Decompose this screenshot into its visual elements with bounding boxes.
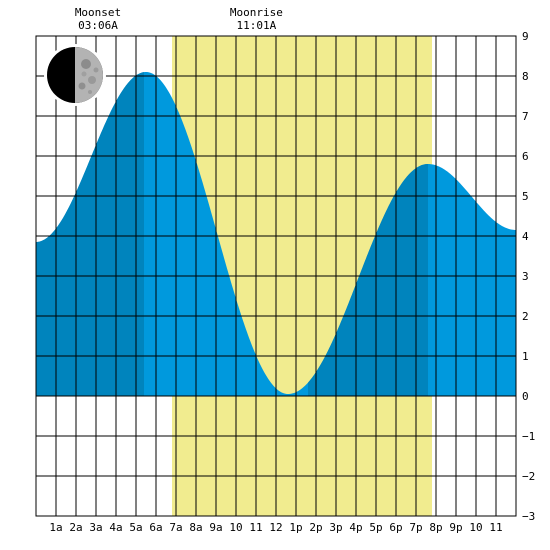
y-tick-label: 2 xyxy=(522,310,529,323)
x-tick-label: 8a xyxy=(189,521,202,534)
x-axis-labels: 1a 2a 3a 4a 5a 6a 7a 8a 9a 10 11 12 1p 2p 3p 4p 5p 6p 7p 8p… xyxy=(49,521,502,534)
x-tick-label: 7p xyxy=(409,521,422,534)
x-tick-label: 2p xyxy=(309,521,322,534)
x-tick-label: 3p xyxy=(329,521,342,534)
x-tick-label: 6p xyxy=(389,521,402,534)
y-tick-label: −3 xyxy=(522,510,535,523)
y-tick-label: 9 xyxy=(522,30,529,43)
x-tick-label: 8p xyxy=(429,521,442,534)
x-tick-label: 5p xyxy=(369,521,382,534)
x-tick-label: 1a xyxy=(49,521,62,534)
y-tick-label: 5 xyxy=(522,190,529,203)
moon-event-label: Moonset xyxy=(75,6,121,19)
x-tick-label: 1p xyxy=(289,521,302,534)
y-tick-label: −1 xyxy=(522,430,535,443)
plot-frame xyxy=(35,35,517,517)
x-tick-label: 5a xyxy=(129,521,142,534)
x-tick-label: 4p xyxy=(349,521,362,534)
moon-event-label: Moonrise xyxy=(230,6,283,19)
x-tick-label: 11 xyxy=(249,521,262,534)
y-tick-label: 7 xyxy=(522,110,529,123)
x-tick-label: 9p xyxy=(449,521,462,534)
x-tick-label: 10 xyxy=(469,521,482,534)
y-tick-label: 0 xyxy=(522,390,529,403)
moon-event-time: 03:06A xyxy=(78,19,118,32)
y-tick-label: 4 xyxy=(522,230,529,243)
y-tick-label: 6 xyxy=(522,150,529,163)
x-tick-label: 7a xyxy=(169,521,182,534)
grid-lines xyxy=(36,36,516,516)
y-tick-label: 8 xyxy=(522,70,529,83)
x-tick-label: 10 xyxy=(229,521,242,534)
x-tick-label: 4a xyxy=(109,521,122,534)
moon-phase-icon xyxy=(44,44,106,106)
x-tick-label: 3a xyxy=(89,521,102,534)
y-axis-labels: 9 8 7 6 5 4 3 2 1 0 −1 −2 −3 xyxy=(522,30,535,523)
x-tick-label: 6a xyxy=(149,521,162,534)
moon-event-time: 11:01A xyxy=(237,19,277,32)
y-tick-label: 1 xyxy=(522,350,529,363)
x-tick-label: 11 xyxy=(489,521,502,534)
x-tick-label: 12 xyxy=(269,521,282,534)
x-tick-label: 9a xyxy=(209,521,222,534)
y-tick-label: 3 xyxy=(522,270,529,283)
x-tick-label: 2a xyxy=(69,521,82,534)
y-tick-label: −2 xyxy=(522,470,535,483)
